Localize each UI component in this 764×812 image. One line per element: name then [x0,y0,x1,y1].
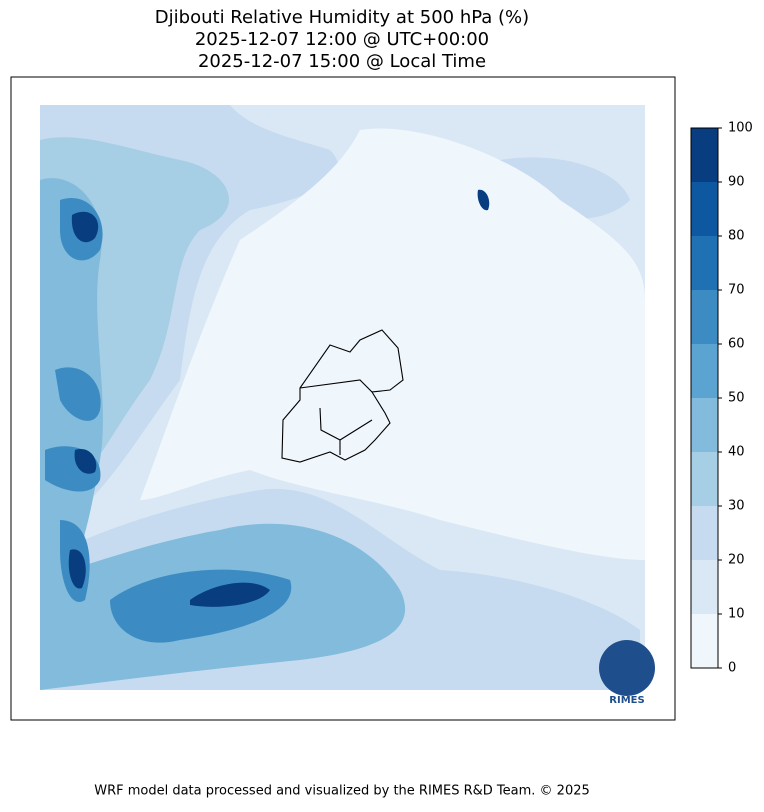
colorbar-segment [691,614,718,668]
logo-text: RIMES [609,695,644,706]
colorbar-segment [691,182,718,236]
humidity-region [45,198,292,643]
colorbar-tick-label: 60 [728,337,745,352]
colorbar-tick-label: 90 [728,175,745,190]
colorbar-tick-label: 40 [728,445,745,460]
title-line: 2025-12-07 12:00 @ UTC+00:00 [195,29,489,50]
colorbar-tick-label: 50 [728,391,745,406]
colorbar-tick-label: 10 [728,607,745,622]
colorbar-segment [691,398,718,452]
colorbar-segment [691,560,718,614]
colorbar-segment [691,236,718,290]
logo-badge [599,640,655,696]
humidity-region [140,128,645,560]
colorbar-tick-label: 30 [728,499,745,514]
colorbar-segment [691,344,718,398]
colorbar: 0 10 20 30 40 50 60 70 80 90 100 [690,121,753,676]
colorbar-segment [691,128,718,182]
country-border [281,329,404,463]
map-frame [10,76,676,721]
colorbar-tick-label: 20 [728,553,745,568]
colorbar-segment [691,290,718,344]
colorbar-tick-label: 100 [728,121,753,136]
colorbar-tick-label: 70 [728,283,745,298]
colorbar-tick-label: 0 [728,661,736,676]
footer: WRF model data processed and visualized … [94,784,590,799]
colorbar-tick-label: 80 [728,229,745,244]
title-line: Djibouti Relative Humidity at 500 hPa (%… [155,7,529,28]
colorbar-segment [691,452,718,506]
title-line: 2025-12-07 15:00 @ Local Time [198,51,486,72]
map: RIMES [10,76,676,721]
colorbar-segment [691,506,718,560]
